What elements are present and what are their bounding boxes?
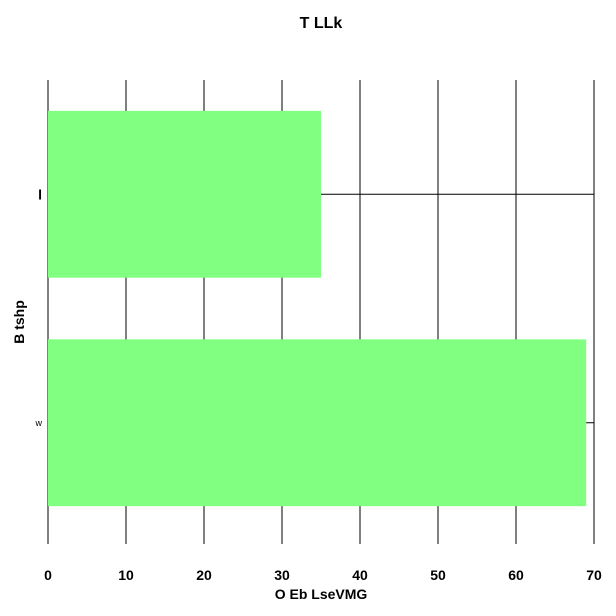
y-axis-label: B tshp [11,300,27,344]
bar [48,339,587,507]
y-tick-label: l [38,186,42,202]
x-tick-label: 50 [430,567,446,583]
bars [48,110,587,507]
x-tick-label: 70 [586,567,602,583]
x-tick-label: 30 [274,567,290,583]
x-tick-label: 40 [352,567,368,583]
x-axis-label: O Eb LseVMG [275,586,368,602]
y-tick-label: w [35,418,43,428]
x-axis: 0 10 20 30 40 50 60 70 [44,537,602,583]
x-tick-label: 20 [196,567,212,583]
x-tick-label: 0 [44,567,52,583]
chart-title: T LLk [300,15,343,32]
x-tick-label: 60 [508,567,524,583]
x-tick-label: 10 [118,567,134,583]
bar [48,110,321,278]
y-axis: lw [35,186,43,428]
